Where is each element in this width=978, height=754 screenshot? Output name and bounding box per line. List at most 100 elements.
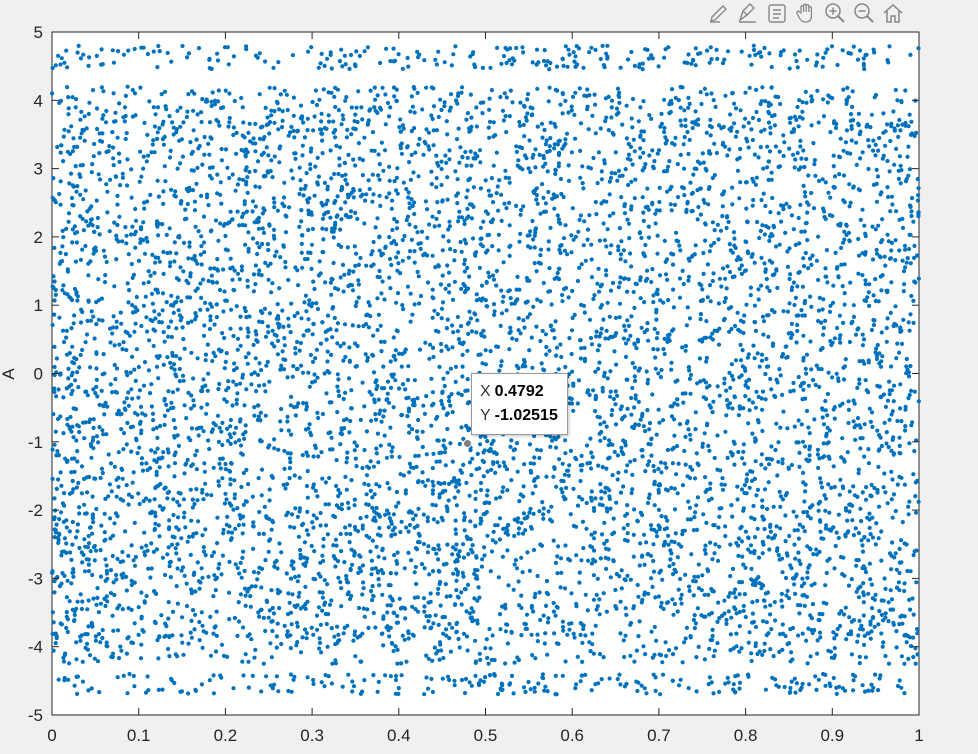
scatter-point	[548, 136, 553, 141]
scatter-point	[861, 337, 867, 342]
scatter-point	[867, 303, 872, 308]
scatter-point	[751, 343, 756, 348]
scatter-point	[142, 530, 147, 535]
scatter-point	[262, 135, 267, 140]
scatter-point	[206, 574, 211, 579]
scatter-point	[237, 513, 242, 518]
scatter-point	[641, 99, 646, 104]
scatter-point	[726, 219, 731, 225]
scatter-point	[413, 564, 418, 570]
scatter-point	[332, 171, 337, 177]
scatter-point	[909, 213, 914, 219]
scatter-point	[376, 679, 381, 685]
scatter-point	[423, 483, 428, 488]
scatter-point	[649, 116, 654, 121]
scatter-point	[124, 369, 129, 375]
scatter-point	[489, 549, 495, 554]
scatter-point	[459, 602, 464, 607]
scatter-point	[787, 66, 792, 71]
scatter-point	[382, 339, 387, 344]
scatter-point	[444, 627, 449, 632]
scatter-point	[298, 547, 303, 553]
scatter-point	[191, 572, 196, 578]
scatter-point	[301, 193, 306, 198]
scatter-point	[308, 149, 313, 154]
scatter-point	[821, 97, 826, 102]
scatter-point	[82, 502, 87, 507]
scatter-point	[578, 679, 583, 684]
scatter-point	[902, 661, 907, 666]
scatter-point	[129, 607, 134, 613]
scatter-point	[616, 244, 621, 249]
scatter-point	[792, 114, 798, 119]
scatter-point	[651, 542, 656, 547]
scatter-point	[756, 117, 762, 123]
scatter-point	[851, 118, 856, 123]
scatter-point	[908, 232, 913, 237]
scatter-point	[331, 554, 336, 559]
scatter-point	[680, 268, 685, 273]
scatter-point	[194, 448, 199, 453]
scatter-point	[665, 164, 671, 169]
scatter-point	[746, 145, 751, 150]
scatter-point	[188, 487, 193, 492]
scatter-point	[412, 260, 417, 265]
scatter-point	[156, 523, 161, 528]
scatter-point	[779, 591, 785, 597]
scatter-point	[527, 348, 532, 353]
scatter-point	[124, 483, 129, 488]
scatter-point	[418, 241, 423, 246]
scatter-point	[133, 305, 138, 310]
scatter-point	[339, 586, 344, 591]
scatter-point	[780, 622, 785, 627]
scatter-point	[326, 113, 331, 118]
scatter-point	[381, 643, 386, 648]
scatter-point	[791, 280, 797, 285]
scatter-point	[153, 521, 158, 526]
scatter-point	[825, 441, 830, 446]
scatter-point	[391, 405, 396, 410]
scatter-point	[282, 448, 287, 454]
scatter-point	[683, 434, 688, 439]
scatter-point	[357, 553, 362, 558]
scatter-point	[629, 264, 634, 269]
scatter-point	[670, 262, 676, 267]
scatter-point	[237, 571, 242, 576]
scatter-point	[539, 121, 545, 126]
scatter-point	[189, 463, 194, 469]
scatter-point	[200, 575, 205, 580]
scatter-point	[295, 514, 300, 520]
scatter-point	[89, 620, 94, 626]
scatter-point	[394, 226, 400, 231]
scatter-point	[145, 51, 150, 57]
scatter-point	[172, 367, 177, 372]
scatter-point	[868, 532, 873, 537]
scatter-point	[643, 469, 648, 474]
scatter-point	[602, 238, 608, 243]
scatter-point	[629, 204, 634, 209]
scatter-point	[683, 123, 688, 129]
scatter-point	[851, 678, 856, 683]
scatter-point	[358, 516, 363, 521]
scatter-point	[395, 561, 400, 566]
scatter-point	[431, 128, 436, 133]
scatter-point	[763, 604, 768, 609]
scatter-point	[413, 607, 418, 612]
scatter-point	[750, 469, 755, 474]
scatter-point	[95, 215, 100, 221]
scatter-point	[466, 552, 471, 557]
scatter-point	[507, 223, 512, 228]
scatter-point	[738, 108, 743, 113]
scatter-point	[715, 558, 721, 564]
scatter-point	[311, 279, 316, 284]
scatter-point	[466, 320, 471, 325]
scatter-point	[449, 63, 454, 68]
scatter-point	[165, 552, 170, 557]
scatter-point	[487, 96, 492, 101]
scatter-point	[395, 268, 400, 273]
scatter-point	[640, 454, 645, 459]
scatter-point	[759, 358, 765, 363]
scatter-point	[364, 313, 369, 318]
scatter-point	[899, 685, 904, 690]
scatter-point	[349, 283, 355, 288]
